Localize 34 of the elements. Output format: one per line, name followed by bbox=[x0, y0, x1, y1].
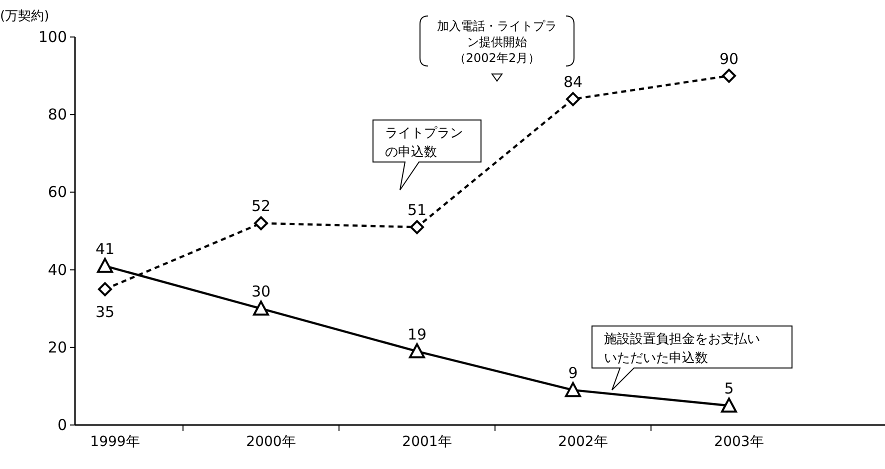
x-tick-label: 1999年 bbox=[90, 434, 140, 450]
point bbox=[722, 68, 736, 83]
point bbox=[410, 220, 424, 234]
data-label: 41 bbox=[95, 240, 115, 258]
data-label: 30 bbox=[251, 282, 271, 301]
y-tick-label: 20 bbox=[48, 338, 67, 356]
annotation: 加入電話・ライトプラン提供開始（2002年2月） bbox=[437, 19, 557, 65]
y-tick-label: 80 bbox=[48, 106, 67, 124]
point bbox=[566, 92, 580, 106]
x-tick-label: 2002年 bbox=[558, 434, 608, 450]
data-label: 52 bbox=[251, 197, 271, 216]
series-label: ライトプランの申込数 bbox=[385, 126, 463, 160]
point bbox=[409, 343, 425, 358]
y-tick-label: 100 bbox=[38, 28, 67, 46]
point bbox=[565, 382, 581, 398]
point bbox=[98, 282, 112, 296]
y-tick-label: 60 bbox=[48, 183, 67, 202]
data-label: 84 bbox=[563, 73, 583, 92]
x-tick-label: 2001年 bbox=[402, 434, 452, 450]
data-label: 51 bbox=[407, 201, 427, 220]
data-label: 90 bbox=[719, 50, 739, 68]
data-label: 35 bbox=[95, 303, 115, 322]
point bbox=[97, 258, 113, 273]
data-label: 5 bbox=[724, 380, 734, 398]
point bbox=[253, 300, 269, 316]
y-tick-label: 40 bbox=[48, 260, 67, 279]
data-label: 9 bbox=[568, 364, 578, 382]
y-tick-label: 0 bbox=[57, 416, 67, 434]
x-tick-label: 2000年 bbox=[246, 434, 296, 450]
point bbox=[721, 398, 737, 413]
data-label: 19 bbox=[407, 325, 427, 344]
x-tick-label: 2003年 bbox=[714, 434, 764, 450]
point bbox=[254, 216, 268, 230]
y-axis-title: (万契約) bbox=[0, 9, 50, 24]
